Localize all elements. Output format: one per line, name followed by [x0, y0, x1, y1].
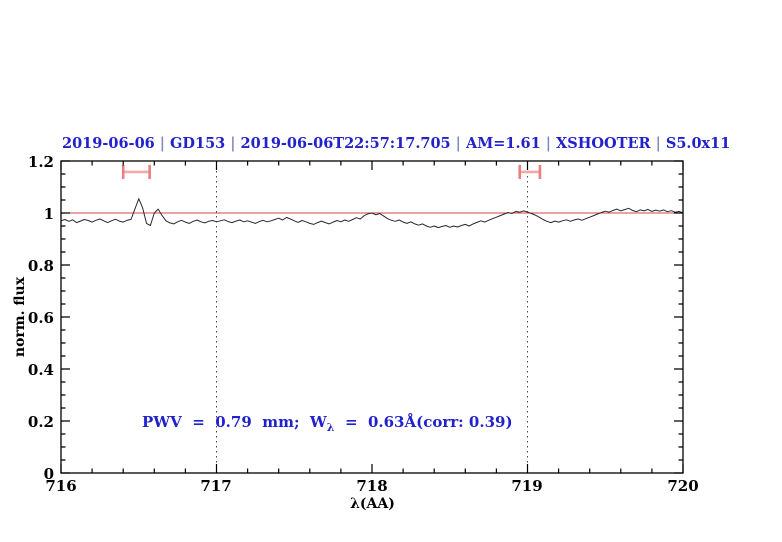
- y-tick-label: 0.6: [27, 309, 54, 327]
- spectrum-line: [60, 198, 684, 229]
- title-instrument: XSHOOTER: [555, 135, 651, 152]
- x-tick-label: 718: [356, 477, 388, 495]
- title-separator: |: [455, 135, 461, 152]
- title-target: GD153: [170, 135, 226, 152]
- plot-title: 2019-06-06 | GD153 | 2019-06-06T22:57:17.705…: [62, 135, 730, 152]
- title-separator: |: [545, 135, 551, 152]
- title-separator: |: [159, 135, 166, 152]
- y-tick-label: 1.2: [27, 153, 54, 171]
- x-tick-label: 720: [667, 477, 699, 495]
- x-tick-label: 716: [45, 477, 77, 495]
- pwv-annotation-subscript: λ: [326, 421, 335, 434]
- title-date: 2019-06-06: [62, 135, 155, 152]
- title-timestamp: 2019-06-06T22:57:17.705: [240, 135, 451, 152]
- title-airmass: AM=1.61: [465, 135, 541, 152]
- x-tick-label: 717: [200, 477, 232, 495]
- pwv-annotation-prefix: PWV = 0.79 mm; W: [142, 413, 327, 431]
- x-axis-label: λ(AA): [350, 496, 395, 512]
- title-separator: |: [655, 135, 661, 152]
- plot-box: [60, 160, 684, 474]
- x-tick-label: 719: [511, 477, 543, 495]
- title-separator: |: [230, 135, 236, 152]
- title-slit-setup: S5.0x11: [665, 135, 731, 152]
- y-tick-label: 0: [43, 465, 54, 483]
- y-tick-label: 0.8: [27, 257, 54, 275]
- y-tick-label: 0.4: [27, 361, 54, 379]
- pwv-annotation: PWV = 0.79 mm; Wλ = 0.63Å(corr: 0.39): [142, 413, 513, 434]
- y-axis-label: norm. flux: [12, 276, 28, 358]
- y-tick-label: 0.2: [27, 413, 54, 431]
- pwv-annotation-suffix: = 0.63Å(corr: 0.39): [334, 413, 513, 431]
- y-tick-label: 1: [43, 205, 54, 223]
